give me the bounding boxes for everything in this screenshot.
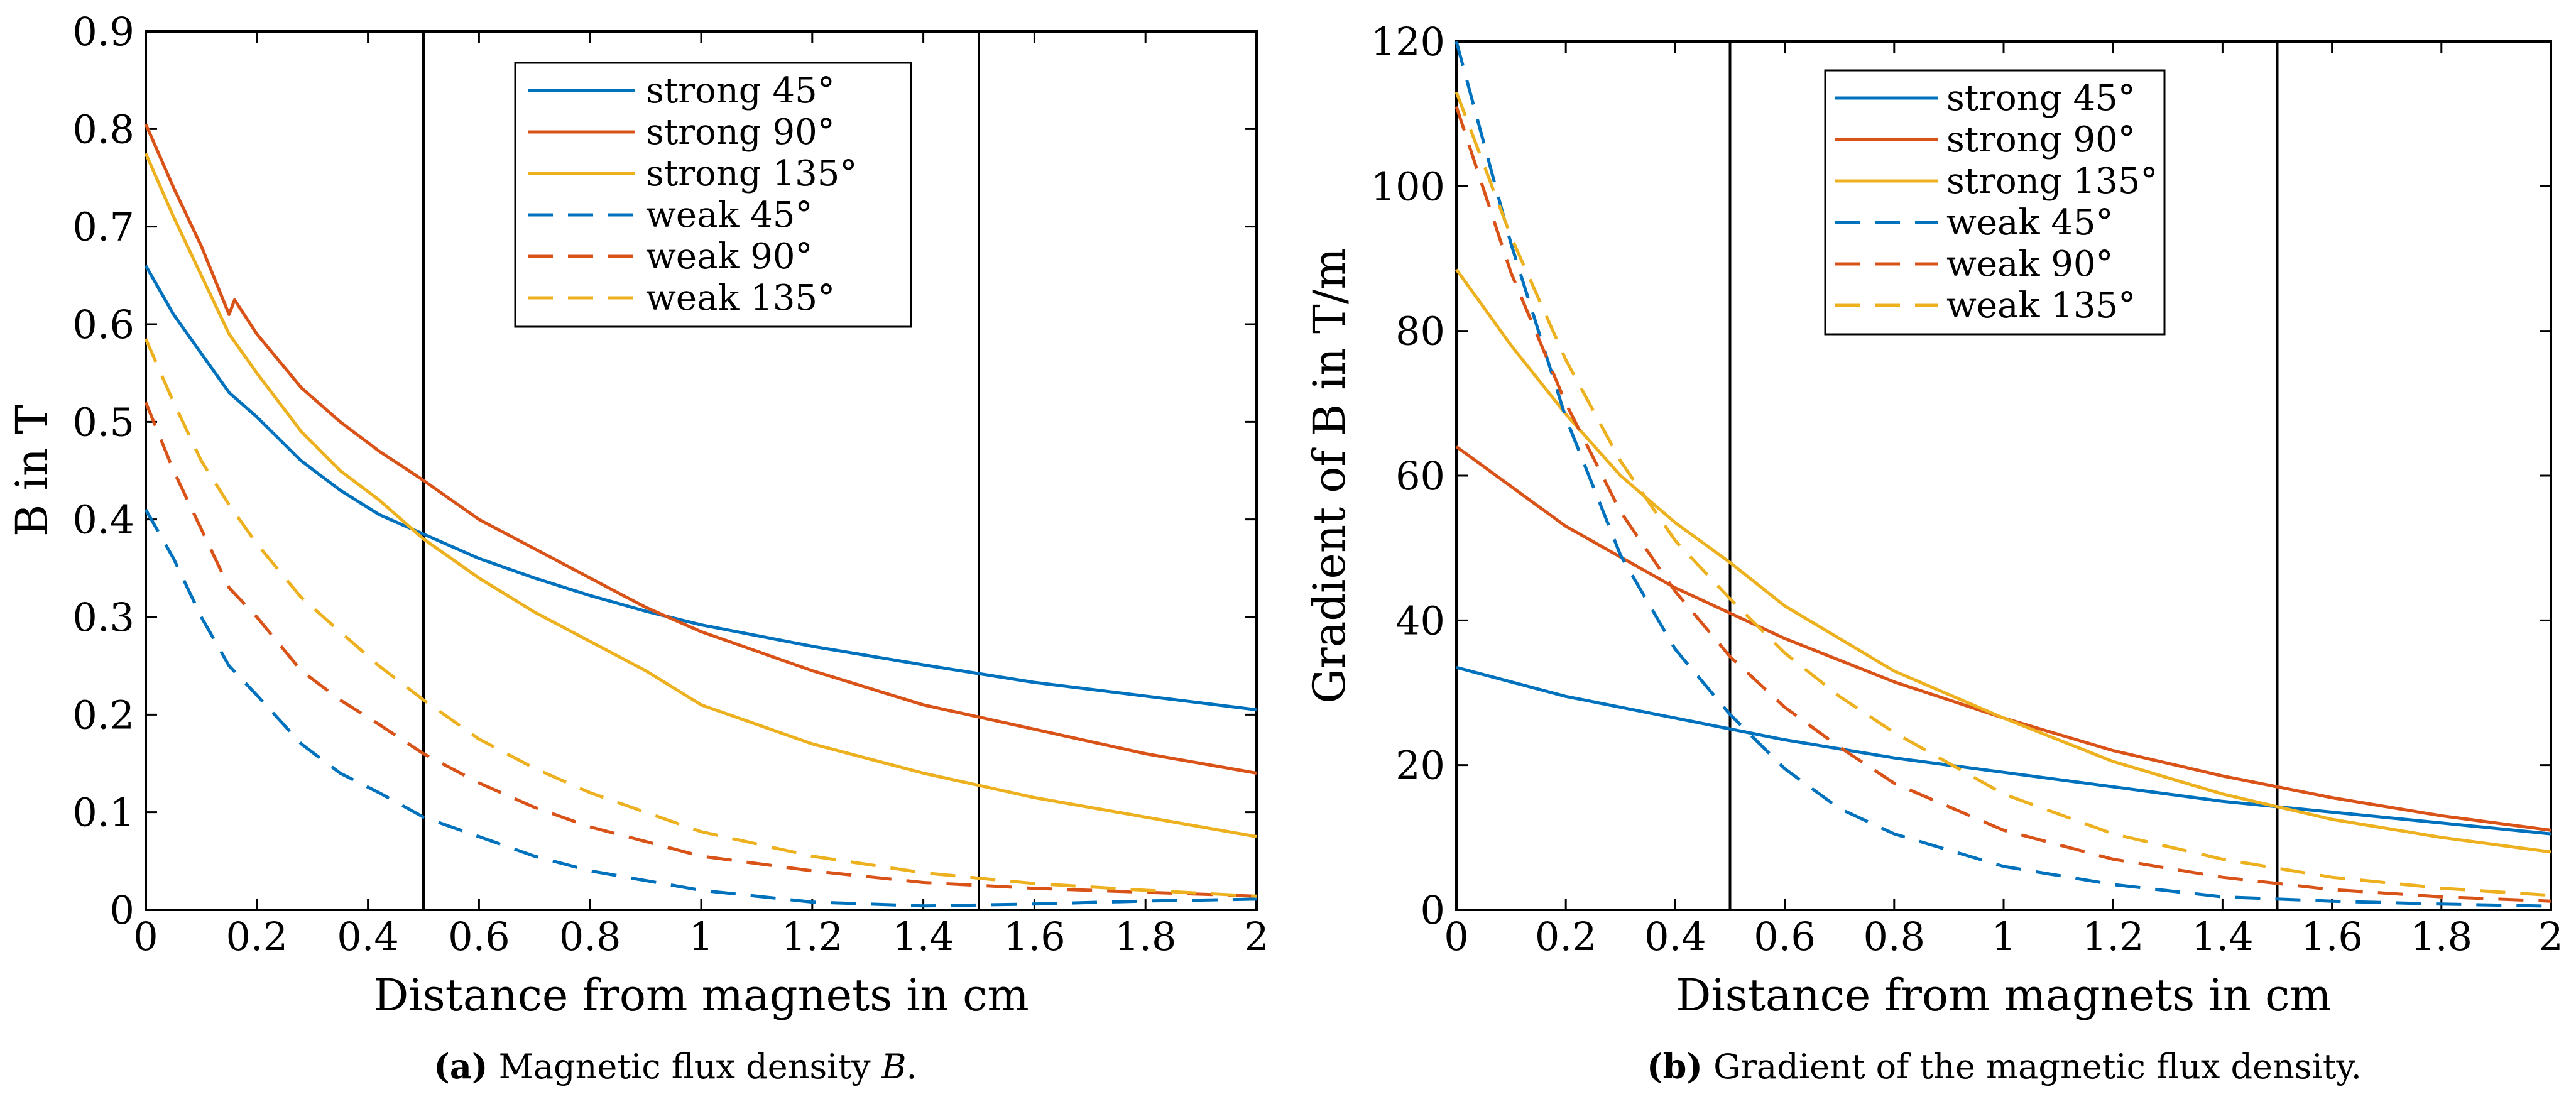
caption-text-a: Magnetic flux density [488, 1047, 881, 1086]
legend-label-strong-90-undefined: strong 90° [1946, 119, 2136, 160]
x-tick-label-undefined: 1.8 [1115, 914, 1177, 959]
legend-b: strong 45°strong 90°strong 135°weak 45°w… [1824, 69, 2166, 336]
x-tick-label-undefined: 2 [2538, 914, 2563, 959]
series-line-weak-45-undefined [1454, 41, 2551, 908]
x-tick-label-undefined: 0.6 [448, 914, 510, 959]
y-tick-label-undefined: 0 [110, 887, 134, 933]
y-tick-label-undefined: 0.8 [72, 106, 134, 152]
legend-box-a [514, 62, 912, 328]
legend-a: strong 45°strong 90°strong 135°weak 45°w… [514, 62, 912, 328]
y-axis-label-a: B in T [6, 405, 58, 537]
series-line-weak-45-undefined [144, 508, 1257, 908]
series-line-strong-90-undefined [144, 123, 1257, 775]
x-tick-label-undefined: 0.8 [559, 914, 621, 959]
y-tick-label-undefined: 80 [1395, 309, 1445, 354]
x-tick-label-undefined: 0 [133, 914, 158, 959]
x-tick-label-undefined: 0.2 [1535, 914, 1597, 959]
series-line-strong-45-undefined [144, 265, 1257, 712]
legend-label-weak-45-undefined: weak 45° [1946, 202, 2113, 243]
y-tick-label-undefined: 60 [1395, 453, 1445, 499]
x-tick-label-undefined: 2 [1244, 914, 1269, 959]
x-tick-label-undefined: 1 [689, 914, 713, 959]
x-tick-label-undefined: 1.8 [2410, 914, 2472, 959]
legend-label-weak-90-undefined: weak 90° [646, 236, 812, 277]
caption-text-b: Gradient of the magnetic flux density. [1703, 1047, 2362, 1086]
legend-label-strong-135-undefined: strong 135° [646, 153, 857, 194]
x-tick-label-undefined: 0.4 [337, 914, 399, 959]
y-tick-label-undefined: 120 [1371, 19, 1445, 65]
caption-open-paren-b: ( [1647, 1046, 1663, 1086]
series-line-strong-135-undefined [144, 153, 1257, 838]
caption-tag-a: a [450, 1046, 472, 1086]
x-axis-label-b: Distance from magnets in cm [1676, 970, 2331, 1021]
x-tick-label-undefined: 1.4 [2191, 914, 2254, 959]
caption-a: (a) Magnetic flux density B. [434, 1046, 917, 1086]
legend-label-weak-135-undefined: weak 135° [646, 278, 835, 319]
panel-a-flux-density: 0 0.2 0.4 0.6 0.8 1 1.2 1.4 1.6 1.8 2 0 0.1 0.2 0.3 0.4… [6, 9, 1269, 1086]
x-tick-label-undefined: 0.8 [1863, 914, 1925, 959]
series-line-weak-90-undefined [144, 402, 1257, 898]
legend-label-weak-135-undefined: weak 135° [1946, 285, 2136, 326]
legend-label-weak-90-undefined: weak 90° [1946, 244, 2113, 285]
y-axis-label-b: Gradient of B in T/m [1304, 248, 1355, 704]
y-tick-label-undefined: 0.5 [72, 399, 134, 445]
legend-label-weak-45-undefined: weak 45° [646, 195, 812, 236]
y-tick-label-undefined: 100 [1371, 163, 1445, 209]
x-tick-label-undefined: 1.6 [2301, 914, 2363, 959]
x-tick-label-undefined: 1.6 [1003, 914, 1066, 959]
x-tick-label-undefined: 1 [1991, 914, 2016, 959]
caption-open-paren-a: ( [434, 1046, 450, 1086]
series-line-weak-135-undefined [1454, 91, 2551, 897]
x-tick-label-undefined: 1.2 [2082, 914, 2144, 959]
y-tick-label-undefined: 0.6 [72, 302, 134, 347]
caption-symbol-a: B [881, 1047, 907, 1086]
series-line-weak-135-undefined [144, 338, 1257, 898]
y-tick-label-undefined: 0.3 [72, 594, 134, 640]
caption-b: (b) Gradient of the magnetic flux densit… [1647, 1046, 2362, 1086]
y-tick-label-undefined: 0.4 [72, 497, 134, 543]
panel-b-gradient: 0 0.2 0.4 0.6 0.8 1 1.2 1.4 1.6 1.8 20204060801001… [1304, 19, 2563, 1086]
x-axis-label-a: Distance from magnets in cm [373, 970, 1029, 1021]
legend-box-b [1824, 69, 2166, 336]
y-tick-label-undefined: 0 [1421, 887, 1445, 933]
y-tick-label-undefined: 20 [1395, 743, 1445, 789]
legend-label-strong-45-undefined: strong 45° [646, 70, 835, 111]
x-tick-label-undefined: 0.6 [1754, 914, 1816, 959]
caption-tag-b: b [1663, 1046, 1687, 1086]
y-tick-label-undefined: 0.2 [72, 692, 134, 738]
legend-label-strong-45-undefined: strong 45° [1946, 78, 2136, 119]
legend-label-strong-135-undefined: strong 135° [1946, 161, 2158, 202]
x-tick-label-undefined: 1.2 [781, 914, 843, 959]
caption-end-a: . [907, 1047, 917, 1086]
y-tick-label-undefined: 0.7 [72, 204, 134, 250]
caption-close-paren-b: ) [1686, 1046, 1703, 1086]
caption-close-paren-a: ) [472, 1046, 488, 1086]
y-tick-label-undefined: 40 [1395, 598, 1445, 643]
x-tick-label-undefined: 0.4 [1644, 914, 1706, 959]
y-tick-label-undefined: 0.1 [72, 790, 134, 836]
series-line-strong-45-undefined [1456, 665, 2551, 836]
x-tick-label-undefined: 1.4 [892, 914, 954, 959]
x-tick-label-undefined: 0 [1444, 914, 1468, 959]
y-tick-label-undefined: 0.9 [72, 9, 134, 55]
legend-label-strong-90-undefined: strong 90° [646, 112, 835, 153]
x-tick-label-undefined: 0.2 [226, 914, 288, 959]
